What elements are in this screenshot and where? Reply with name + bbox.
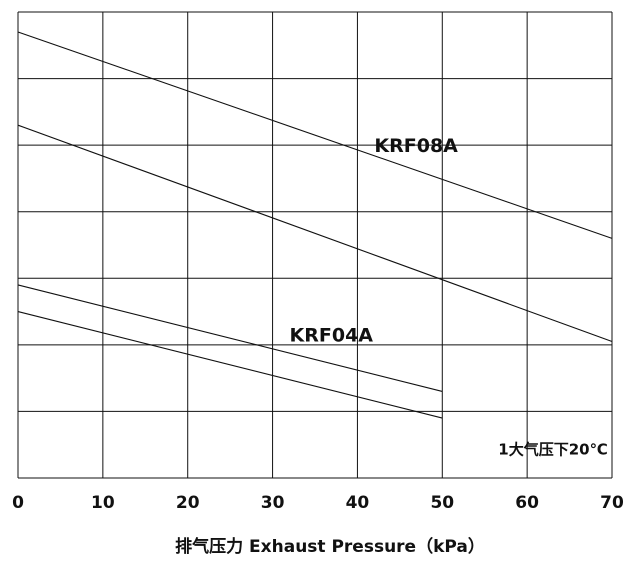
x-tick-label: 0 xyxy=(12,493,24,513)
series-label: KRF08A xyxy=(374,135,458,157)
series-lines xyxy=(17,31,613,419)
x-tick-label: 70 xyxy=(600,493,624,513)
x-tick-labels: 0 10 20 30 40 50 60 70 xyxy=(12,493,624,513)
x-tick-label: 20 xyxy=(176,493,200,513)
x-axis-label: 排气压力 Exhaust Pressure（kPa） xyxy=(175,536,485,557)
x-tick-label: 10 xyxy=(91,493,115,513)
condition-note: 1大气压下20℃ xyxy=(498,441,607,459)
series-line-3 xyxy=(17,284,443,392)
x-tick-label: 60 xyxy=(515,493,539,513)
series-line-4 xyxy=(17,311,443,419)
x-tick-label: 50 xyxy=(430,493,454,513)
x-tick-label: 30 xyxy=(261,493,285,513)
series-line-1 xyxy=(17,31,613,239)
series-label: KRF04A xyxy=(290,325,374,347)
x-tick-label: 40 xyxy=(346,493,370,513)
annotations: KRF08A KRF04A 1大气压下20℃ xyxy=(290,135,608,459)
series-line-2 xyxy=(17,124,613,343)
grid xyxy=(17,11,613,479)
